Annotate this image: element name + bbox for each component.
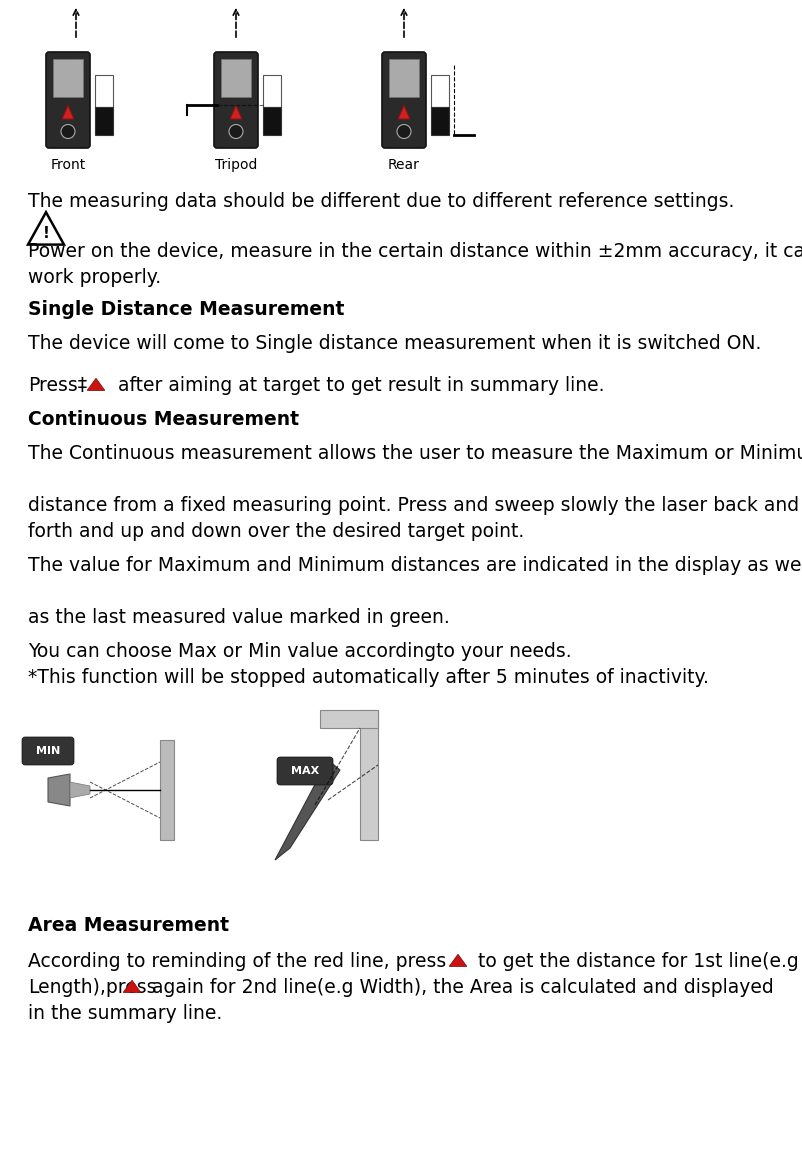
Text: MAX: MAX bbox=[290, 766, 318, 777]
Text: *This function will be stopped automatically after 5 minutes of inactivity.: *This function will be stopped automatic… bbox=[28, 667, 708, 687]
Bar bbox=[95, 107, 113, 135]
Polygon shape bbox=[229, 106, 241, 120]
Polygon shape bbox=[48, 774, 70, 806]
Bar bbox=[320, 710, 378, 728]
Text: Front: Front bbox=[51, 158, 86, 172]
Text: Press‡: Press‡ bbox=[28, 377, 87, 395]
Bar bbox=[431, 107, 448, 135]
Text: distance from a fixed measuring point. Press and sweep slowly the laser back and: distance from a fixed measuring point. P… bbox=[28, 496, 798, 515]
Polygon shape bbox=[70, 782, 90, 798]
Text: work properly.: work properly. bbox=[28, 267, 161, 287]
Bar bbox=[431, 75, 448, 107]
Polygon shape bbox=[398, 106, 410, 120]
Text: Area Measurement: Area Measurement bbox=[28, 916, 229, 935]
Text: to get the distance for 1st line(e.g: to get the distance for 1st line(e.g bbox=[472, 952, 798, 971]
Text: forth and up and down over the desired target point.: forth and up and down over the desired t… bbox=[28, 522, 524, 541]
FancyBboxPatch shape bbox=[53, 59, 83, 97]
Bar bbox=[263, 107, 281, 135]
Polygon shape bbox=[87, 379, 105, 391]
Bar bbox=[95, 75, 113, 107]
Bar bbox=[160, 740, 174, 840]
Polygon shape bbox=[123, 981, 140, 992]
Text: again for 2nd line(e.g Width), the Area is calculated and displayed: again for 2nd line(e.g Width), the Area … bbox=[146, 978, 773, 997]
Text: You can choose Max or Min value accordingto your needs.: You can choose Max or Min value accordin… bbox=[28, 642, 571, 662]
Text: Single Distance Measurement: Single Distance Measurement bbox=[28, 300, 344, 319]
Polygon shape bbox=[28, 212, 64, 245]
Text: after aiming at target to get result in summary line.: after aiming at target to get result in … bbox=[111, 377, 604, 395]
Text: The device will come to Single distance measurement when it is switched ON.: The device will come to Single distance … bbox=[28, 334, 760, 353]
Text: The measuring data should be different due to different reference settings.: The measuring data should be different d… bbox=[28, 192, 734, 211]
FancyBboxPatch shape bbox=[382, 52, 426, 148]
Text: MIN: MIN bbox=[36, 746, 60, 757]
Text: The Continuous measurement allows the user to measure the Maximum or Minimum: The Continuous measurement allows the us… bbox=[28, 445, 802, 463]
FancyBboxPatch shape bbox=[22, 737, 74, 765]
Polygon shape bbox=[274, 760, 339, 860]
FancyBboxPatch shape bbox=[46, 52, 90, 148]
Text: Rear: Rear bbox=[387, 158, 419, 172]
FancyBboxPatch shape bbox=[277, 757, 333, 785]
Polygon shape bbox=[62, 106, 74, 120]
Circle shape bbox=[396, 124, 411, 138]
Circle shape bbox=[229, 124, 243, 138]
Text: Tripod: Tripod bbox=[215, 158, 257, 172]
Text: in the summary line.: in the summary line. bbox=[28, 1004, 222, 1023]
Text: Continuous Measurement: Continuous Measurement bbox=[28, 411, 298, 429]
Polygon shape bbox=[448, 955, 466, 967]
Bar bbox=[263, 75, 281, 107]
FancyBboxPatch shape bbox=[388, 59, 419, 97]
FancyBboxPatch shape bbox=[214, 52, 257, 148]
Bar bbox=[359, 710, 378, 840]
Text: The value for Maximum and Minimum distances are indicated in the display as well: The value for Maximum and Minimum distan… bbox=[28, 556, 802, 575]
Text: Length),press: Length),press bbox=[28, 978, 156, 997]
Text: Power on the device, measure in the certain distance within ±2mm accuracy, it ca: Power on the device, measure in the cert… bbox=[28, 242, 802, 262]
Text: !: ! bbox=[43, 226, 50, 242]
Text: as the last measured value marked in green.: as the last measured value marked in gre… bbox=[28, 608, 449, 628]
Text: According to reminding of the red line, press: According to reminding of the red line, … bbox=[28, 952, 446, 971]
FancyBboxPatch shape bbox=[221, 59, 251, 97]
Circle shape bbox=[61, 124, 75, 138]
